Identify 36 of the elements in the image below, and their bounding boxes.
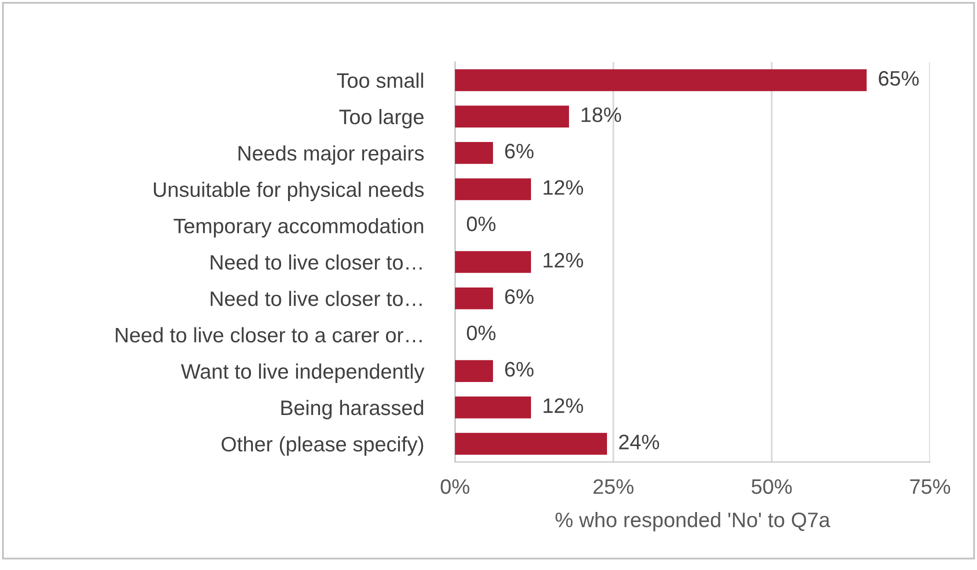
- data-label: 6%: [505, 144, 534, 158]
- bar: [455, 432, 607, 455]
- y-tick-label: Too small: [336, 72, 424, 88]
- data-label: 0%: [466, 216, 496, 232]
- x-tick-label: 0%: [440, 479, 470, 494]
- y-tick-label: Unsuitable for physical needs: [154, 182, 424, 202]
- bar: [455, 396, 531, 418]
- y-tick-label: Need to live closer to…: [210, 290, 422, 306]
- bar: [455, 69, 867, 92]
- bar: [455, 142, 493, 164]
- bar: [455, 360, 493, 382]
- y-tick-label: Needs major repairs: [238, 145, 424, 165]
- bar: [455, 251, 531, 273]
- y-tick-label: Too large: [339, 108, 424, 128]
- x-tick-label: 75%: [910, 479, 950, 494]
- data-label: 24%: [619, 434, 660, 450]
- data-label: 6%: [505, 362, 534, 377]
- data-label: 0%: [466, 326, 496, 340]
- data-label: 12%: [544, 180, 584, 195]
- y-tick-label: Need to live closer to…: [210, 254, 422, 270]
- x-axis-title: % who responded 'No' to Q7a: [556, 512, 830, 532]
- y-tick-label: Other (please specify): [222, 436, 424, 456]
- y-tick-label: Want to live independently: [180, 364, 424, 383]
- bar: [455, 287, 493, 310]
- data-label: 12%: [544, 398, 584, 413]
- y-tick-label: Need to live closer to a carer or…: [116, 327, 422, 342]
- data-label: 6%: [505, 289, 534, 304]
- x-tick-label: 25%: [594, 479, 634, 494]
- data-label: 18%: [582, 107, 622, 122]
- bar: [455, 106, 569, 128]
- data-label: 12%: [544, 252, 584, 268]
- data-label: 65%: [878, 71, 919, 86]
- y-tick-label: Temporary accommodation: [174, 218, 424, 238]
- x-tick-label: 50%: [752, 479, 792, 494]
- bar: [455, 178, 531, 200]
- y-tick-label: Being harassed: [281, 400, 424, 420]
